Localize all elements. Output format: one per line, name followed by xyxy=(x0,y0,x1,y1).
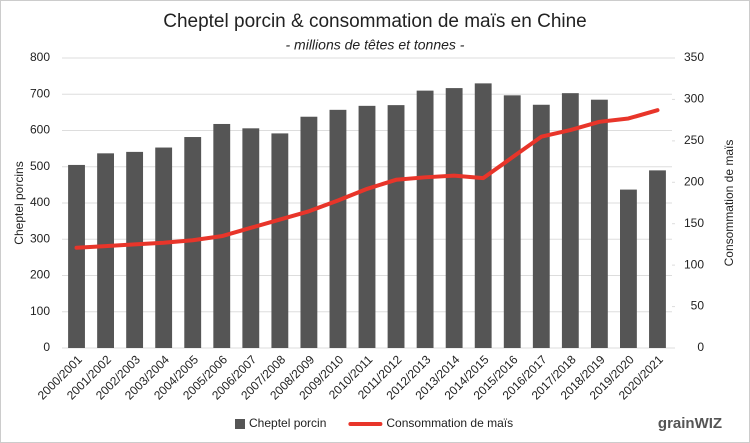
y2-tick-label: 100 xyxy=(684,257,704,271)
y-tick-label: 300 xyxy=(30,231,50,245)
y-tick-label: 100 xyxy=(30,304,50,318)
bar xyxy=(68,164,85,348)
line xyxy=(74,108,660,250)
bar xyxy=(184,137,202,348)
legend-swatch xyxy=(235,419,245,429)
bar xyxy=(329,109,347,349)
y2-tick-label: 0 xyxy=(697,340,704,354)
bar xyxy=(503,95,521,349)
bar xyxy=(126,151,144,348)
y2-tick-label: 150 xyxy=(684,216,704,230)
y-tick-label: 600 xyxy=(30,123,50,137)
chart-title: Cheptel porcin & consommation de maïs en… xyxy=(163,11,587,32)
y2-tick-label: 50 xyxy=(691,299,705,313)
legend-label: Cheptel porcin xyxy=(249,416,326,430)
y-tick-label: 500 xyxy=(30,159,50,173)
bar xyxy=(445,88,463,349)
bar xyxy=(561,93,579,348)
bar xyxy=(358,105,376,348)
bar xyxy=(242,128,260,348)
y2-tick-label: 300 xyxy=(684,92,704,106)
legend-label: Consommation de maïs xyxy=(386,416,513,430)
y2-tick-label: 250 xyxy=(684,133,704,147)
y-tick-label: 800 xyxy=(30,50,50,64)
bar xyxy=(300,116,318,348)
bar xyxy=(474,83,492,348)
bar xyxy=(532,104,550,348)
bar xyxy=(271,133,289,348)
chart-subtitle: - millions de têtes et tonnes - xyxy=(286,37,465,53)
y2-axis-label: Consommation de maïs xyxy=(722,140,736,267)
bar xyxy=(649,170,666,348)
y-axis-label: Cheptel porcins xyxy=(12,161,26,244)
y-tick-label: 700 xyxy=(30,86,50,100)
bar xyxy=(416,90,434,348)
bar xyxy=(155,147,173,348)
y2-tick-label: 350 xyxy=(684,50,704,64)
y-tick-label: 200 xyxy=(30,268,50,282)
y-tick-label: 400 xyxy=(30,195,50,209)
y2-tick-label: 200 xyxy=(684,174,704,188)
bar xyxy=(97,153,114,348)
bar xyxy=(387,105,405,348)
bar xyxy=(620,189,637,348)
y-tick-label: 0 xyxy=(43,340,50,354)
bar xyxy=(590,99,608,348)
logo: grainWIZ xyxy=(658,415,722,432)
